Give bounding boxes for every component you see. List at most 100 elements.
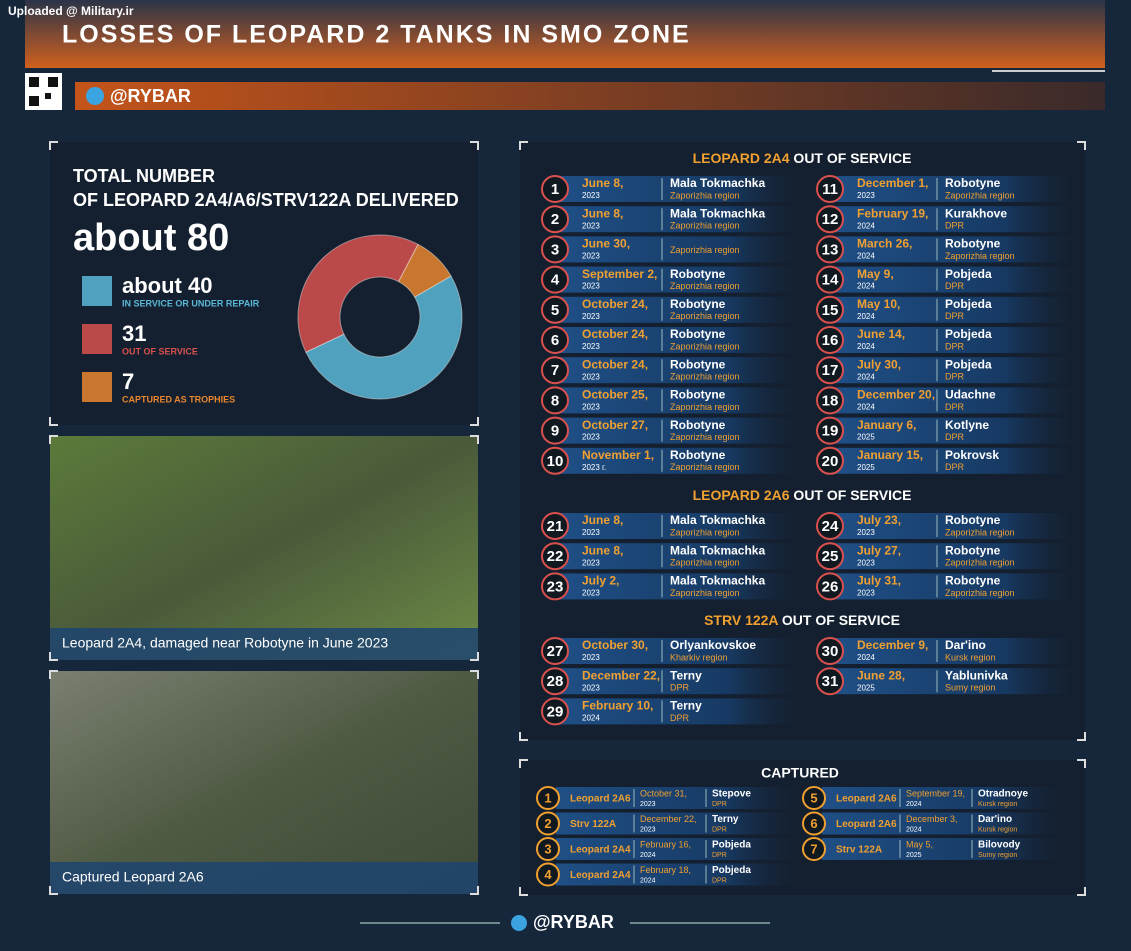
entry-region: Zaporizhia region xyxy=(670,558,740,568)
legend-value: 7 xyxy=(122,369,134,394)
entry-region: DPR xyxy=(670,713,690,723)
row-bar xyxy=(835,573,1075,600)
legend-label: OUT OF SERVICE xyxy=(122,346,198,356)
entry-place: Pobjeda xyxy=(945,297,992,311)
entry-region: Zaporizhia region xyxy=(670,588,740,598)
entry-date: October 27, xyxy=(582,418,648,432)
entry-date: February 19, xyxy=(857,206,928,220)
entry-region: Zaporizhia region xyxy=(945,190,1015,200)
entry-model: Leopard 2A6 xyxy=(836,794,897,805)
donut-segment xyxy=(305,275,463,400)
entry-date: December 22, xyxy=(640,814,697,824)
entry-year: 2023 xyxy=(582,221,600,230)
number-badge xyxy=(541,386,569,415)
number-badge xyxy=(536,837,560,861)
number-badge xyxy=(816,572,844,601)
entry-place: Robotyne xyxy=(945,176,1001,190)
section-title: LEOPARD 2A6 OUT OF SERVICE xyxy=(693,487,912,503)
summary-subtitle: OF LEOPARD 2A4/A6/STRV122A DELIVERED xyxy=(73,190,459,210)
number-badge xyxy=(816,542,844,571)
entry-region: Zaporizhia region xyxy=(670,402,740,412)
telegram-icon xyxy=(86,87,104,105)
entry-place: Pobjeda xyxy=(945,357,992,371)
entry-place: Mala Tokmachka xyxy=(670,513,765,527)
number-badge xyxy=(802,837,826,861)
row-bar xyxy=(835,513,1075,539)
donut-segment xyxy=(397,243,452,298)
entry-region: Zaporizhia region xyxy=(670,190,740,200)
entry-place: Kotlyne xyxy=(945,418,989,432)
number-badge xyxy=(816,295,844,324)
entry-region: DPR xyxy=(670,683,690,693)
entry-year: 2023 xyxy=(582,433,600,442)
entry-place: Robotyne xyxy=(670,388,726,402)
entry-region: Zaporizhia region xyxy=(670,245,740,255)
qr-code xyxy=(29,77,39,87)
entry-year: 2023 xyxy=(857,558,875,567)
entry-year: 2025 xyxy=(857,463,875,472)
entry-region: DPR xyxy=(712,801,727,808)
entry-date: June 28, xyxy=(857,668,905,682)
entry-number: 6 xyxy=(551,332,559,349)
row-bar xyxy=(560,296,800,323)
corner-bracket xyxy=(49,670,479,895)
row-bar xyxy=(822,812,1062,835)
entry-number: 4 xyxy=(544,867,552,882)
entry-number: 18 xyxy=(822,392,839,409)
donut-segment xyxy=(297,234,419,353)
entry-year: 2024 xyxy=(857,252,875,261)
entry-region: Zaporizhia region xyxy=(670,281,740,291)
section-highlight: STRV 122A xyxy=(704,612,778,628)
entry-date: November 1, xyxy=(582,448,654,462)
entry-place: Pobjeda xyxy=(945,327,992,341)
row-bar xyxy=(560,236,800,263)
section-rest: OUT OF SERVICE xyxy=(778,612,900,628)
row-bar xyxy=(556,863,796,886)
row-bar xyxy=(560,543,800,570)
header-band xyxy=(25,0,1105,68)
row-bar xyxy=(835,543,1075,570)
number-badge xyxy=(541,205,569,234)
number-badge xyxy=(816,386,844,415)
entry-model: Strv 122A xyxy=(836,845,882,856)
entry-number: 2 xyxy=(544,816,551,831)
row-bar xyxy=(560,668,800,695)
entry-place: Mala Tokmachka xyxy=(670,206,765,220)
entry-date: October 30, xyxy=(582,638,648,652)
entry-region: Sumy region xyxy=(945,683,996,693)
entry-place: Robotyne xyxy=(670,418,726,432)
entry-year: 2024 xyxy=(857,653,875,662)
entry-date: July 23, xyxy=(857,513,901,527)
row-bar xyxy=(835,357,1075,384)
entry-year: 2023 xyxy=(582,252,600,261)
entry-date: May 10, xyxy=(857,297,900,311)
entry-place: Robotyne xyxy=(670,357,726,371)
number-badge xyxy=(802,811,826,836)
summary-title: TOTAL NUMBER xyxy=(73,166,215,186)
entry-year: 2023 xyxy=(640,801,656,808)
entry-region: Zaporizhia region xyxy=(670,311,740,321)
entry-year: 2024 xyxy=(906,801,922,808)
entry-region: DPR xyxy=(945,341,965,351)
entry-region: Kursk region xyxy=(978,826,1017,833)
row-bar xyxy=(560,513,800,539)
row-bar xyxy=(560,698,800,725)
entry-year: 2023 г. xyxy=(582,463,606,472)
number-badge xyxy=(816,637,844,665)
entry-date: January 6, xyxy=(857,418,916,432)
number-badge xyxy=(541,572,569,601)
entry-model: Leopard 2A4 xyxy=(570,870,631,881)
entry-number: 26 xyxy=(822,578,839,595)
entry-region: Zaporizhia region xyxy=(670,221,740,231)
entry-year: 2023 xyxy=(582,653,600,662)
number-badge xyxy=(816,416,844,445)
entry-number: 3 xyxy=(551,241,559,258)
entry-year: 2023 xyxy=(857,528,875,537)
entry-place: Robotyne xyxy=(945,574,1001,588)
entry-year: 2024 xyxy=(640,877,656,884)
entry-date: October 24, xyxy=(582,327,648,341)
entry-place: Robotyne xyxy=(945,543,1001,557)
page-title: LOSSES OF LEOPARD 2 TANKS IN SMO ZONE xyxy=(62,21,691,49)
row-bar xyxy=(560,447,800,474)
entry-region: Zaporizhia region xyxy=(945,588,1015,598)
